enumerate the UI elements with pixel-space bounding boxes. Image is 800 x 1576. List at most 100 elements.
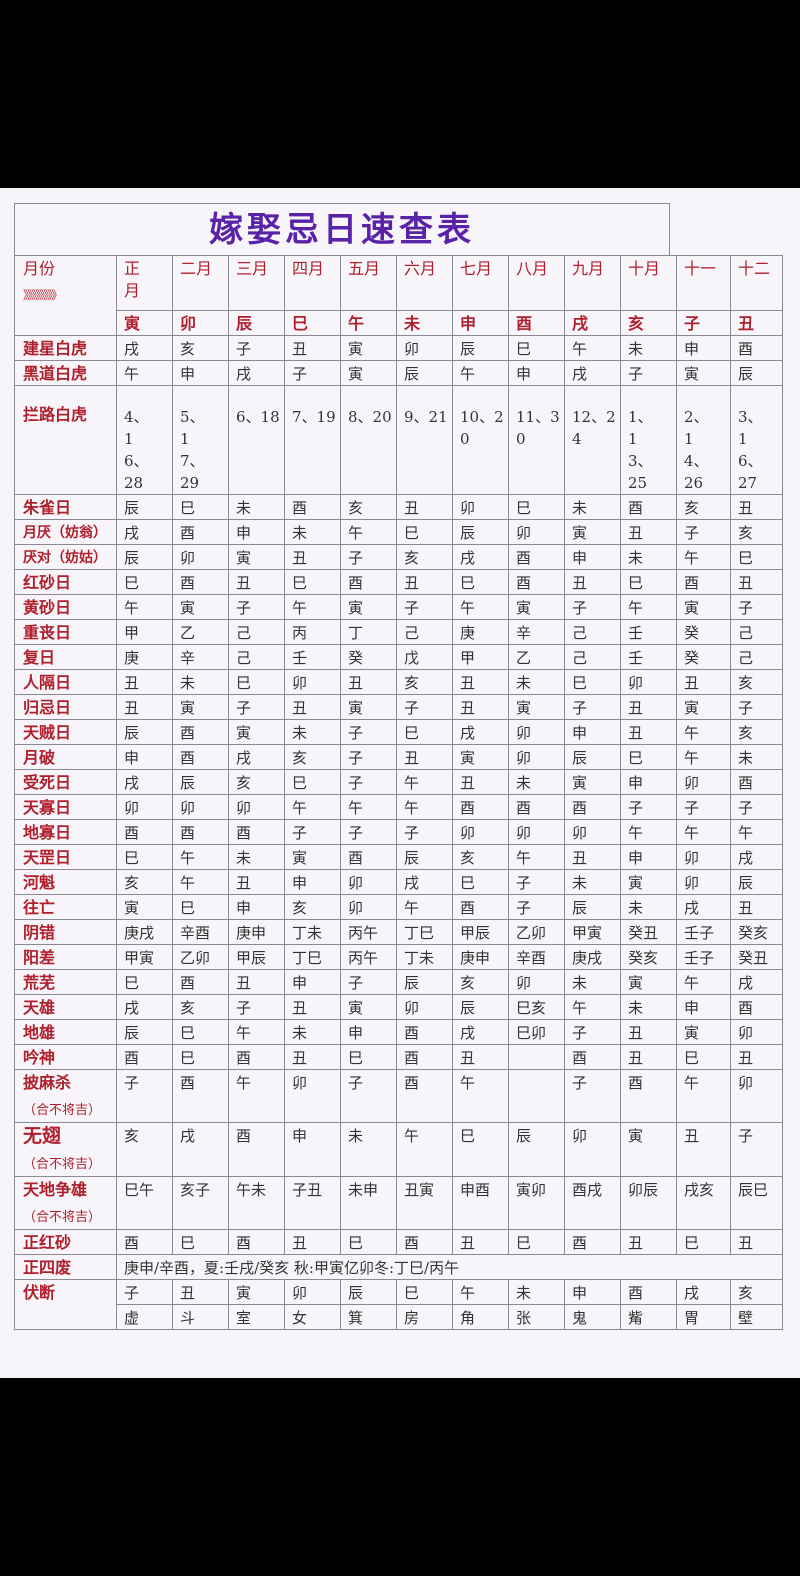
table-cell: 卯 [452,494,509,520]
table-cell: 辰 [396,969,453,995]
month-branch: 午 [340,310,397,336]
table-cell: 辰 [452,519,509,545]
table-cell: 丁未 [284,919,341,945]
table-cell: 酉戌 [564,1176,621,1230]
table-cell: 午 [116,594,173,620]
row-label-text: 地寡日 [23,823,72,842]
table-cell: 辰 [508,1122,565,1177]
fuduan-mansion-row: 虚斗室女箕房角张鬼觜胃壁 [15,1304,783,1330]
table-cell: 酉 [730,769,783,795]
row-label: 人隔日 [14,669,117,695]
table-cell: 丑 [340,669,397,695]
table-cell: 戌 [396,869,453,895]
table-cell: 丑 [228,969,285,995]
table-cell: 申 [228,894,285,920]
table-cell: 未申 [340,1176,397,1230]
table-cell: 亥 [730,669,783,695]
table-cell: 卯 [340,894,397,920]
table-cell: 酉 [508,794,565,820]
table-cell: 未 [508,669,565,695]
month-branch: 酉 [508,310,565,336]
table-cell: 丑 [730,569,783,595]
table-cell: 卯 [284,669,341,695]
table-cell: 寅 [620,969,677,995]
fuduan-mansion: 觜 [620,1304,677,1330]
row-label: 吟神 [14,1044,117,1070]
table-cell: 酉 [228,1044,285,1070]
table-cell: 午 [396,894,453,920]
table-cell: 子 [340,769,397,795]
table-cell: 壬 [620,644,677,670]
table-cell: 午 [564,994,621,1020]
table-cell: 子 [564,1069,621,1123]
table-cell: 己 [228,619,285,645]
month-header: 七月 [452,255,509,311]
table-cell: 午 [116,360,173,386]
table-cell: 丑 [730,1044,783,1070]
row-label: 天雄 [14,994,117,1020]
fuduan-branch: 子 [116,1279,173,1305]
row-label: 月破 [14,744,117,770]
table-cell: 巳 [620,569,677,595]
table-row: 归忌日丑寅子丑寅子丑寅子丑寅子 [14,694,783,720]
row-label: 天地争雄 （合不将吉） [14,1176,117,1230]
row-label-text: 天寡日 [23,798,72,817]
fuduan-mansion: 斗 [172,1304,229,1330]
table-row: 拦路白虎 4、16、28 5、17、29 6、18 7、19 8、20 9、21 10、20 1… [14,385,783,495]
table-cell: 亥 [676,494,731,520]
table-cell: 午未 [228,1176,285,1230]
table-cell: 戌 [730,844,783,870]
table-cell: 未 [228,844,285,870]
table-cell: 辛酉 [172,919,229,945]
table-cell: 酉 [730,335,783,361]
row-label: 黄砂日 [14,594,117,620]
table-cell: 戌 [452,1019,509,1045]
table-cell: 未 [620,544,677,570]
table-cell: 卯 [172,544,229,570]
month-header: 二月 [172,255,229,311]
row-label-text: 月破 [23,748,56,767]
table-cell: 未 [620,335,677,361]
table-cell: 午 [340,519,397,545]
table-cell: 巳 [452,869,509,895]
table-cell: 7、19 [284,385,341,495]
table-cell: 寅 [676,594,731,620]
table-cell: 申 [340,1019,397,1045]
table-cell: 酉 [396,1019,453,1045]
table-cell: 壬 [620,619,677,645]
table-cell: 壬子 [676,944,731,970]
table-cell: 丑 [676,669,731,695]
table-cell: 卯 [396,335,453,361]
table-cell: 巳 [284,569,341,595]
table-cell: 申 [564,544,621,570]
month-branch: 戌 [564,310,621,336]
table-cell: 甲 [452,644,509,670]
table-cell: 酉 [228,819,285,845]
table-cell: 酉 [172,569,229,595]
table-cell: 亥 [116,869,173,895]
table-cell: 寅 [564,769,621,795]
table-cell: 卯 [676,844,731,870]
row-label: 复日 [14,644,117,670]
table-row: 红砂日巳酉丑巳酉丑巳酉丑巳酉丑 [14,569,783,595]
table-cell: 亥 [452,969,509,995]
table-cell: 巳 [172,1229,229,1255]
table-row: 受死日 戌辰亥巳子午丑未寅申卯酉 [14,769,783,795]
table-cell: 寅 [676,694,731,720]
table-cell: 酉 [116,819,173,845]
table-cell: 卯 [452,819,509,845]
table-cell: 甲辰 [452,919,509,945]
table-cell: 寅 [508,594,565,620]
table-cell: 酉 [340,569,397,595]
table-cell: 子 [340,819,397,845]
table-cell: 未 [284,719,341,745]
table-cell: 丑 [620,719,677,745]
table-cell: 午 [452,594,509,620]
table-cell: 丑 [396,569,453,595]
table-cell: 午 [452,1069,509,1123]
page-title: 嫁娶忌日速查表 [209,210,475,250]
table-cell: 巳 [116,569,173,595]
month-branch: 亥 [620,310,677,336]
table-cell: 巳 [116,969,173,995]
table-cell: 癸 [340,644,397,670]
